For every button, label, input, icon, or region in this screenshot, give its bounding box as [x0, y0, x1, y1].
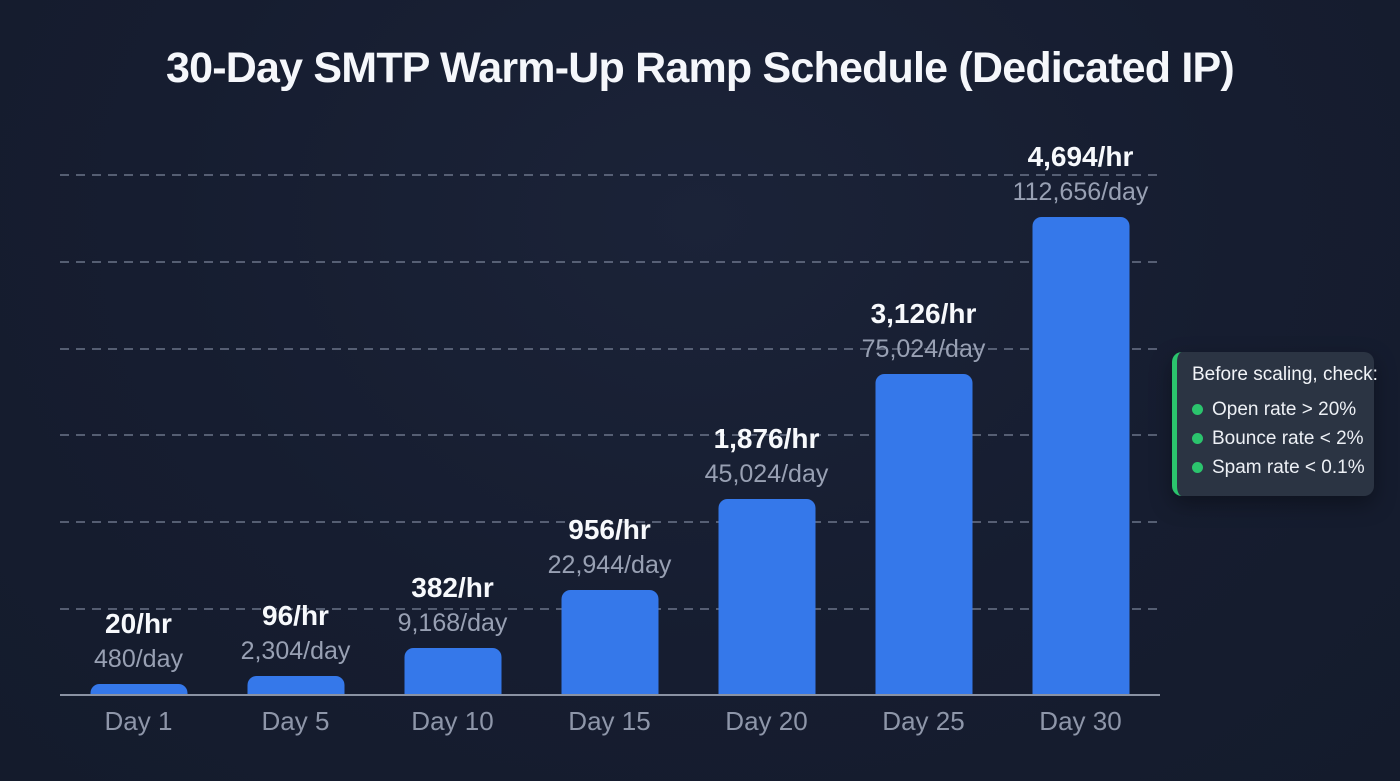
bar-value-per-day: 9,168/day [397, 609, 508, 637]
bullet-dot-icon [1192, 433, 1203, 444]
bar-value-per-day: 2,304/day [240, 637, 351, 665]
bar [875, 374, 972, 694]
bar-value-per-day: 45,024/day [704, 460, 829, 488]
bar-value-per-day: 112,656/day [1012, 178, 1149, 206]
x-axis-tick-label: Day 5 [261, 706, 330, 736]
bar-value-per-day: 22,944/day [547, 551, 672, 579]
callout-item-label: Spam rate < 0.1% [1212, 456, 1365, 478]
gridline [60, 174, 1160, 176]
bar [718, 499, 815, 694]
x-axis-tick-label: Day 25 [882, 706, 965, 736]
bar-value-per-hour: 382/hr [411, 572, 494, 603]
bar-group: 112,656/day 4,694/hr [1002, 141, 1159, 694]
callout-item: Spam rate < 0.1% [1192, 453, 1365, 482]
callout-item: Open rate > 20% [1192, 395, 1360, 424]
gridline [60, 521, 1160, 523]
gridline [60, 434, 1160, 436]
bar [404, 648, 501, 694]
bar-group: 22,944/day 956/hr [531, 174, 688, 694]
x-axis-tick-label: Day 10 [411, 706, 494, 736]
bar [561, 590, 658, 694]
callout-item: Bounce rate < 2% [1192, 424, 1364, 453]
bar [1032, 217, 1129, 694]
x-axis-tick-label: Day 1 [104, 706, 173, 736]
bar-value-per-hour: 956/hr [568, 514, 651, 545]
bar-group: 480/day 20/hr [60, 174, 217, 694]
bar-value-per-hour: 3,126/hr [870, 298, 977, 329]
bar [247, 676, 344, 694]
callout-item-label: Bounce rate < 2% [1212, 427, 1364, 449]
chart-title: 30-Day SMTP Warm-Up Ramp Schedule (Dedic… [166, 44, 1235, 92]
gridline [60, 348, 1160, 350]
plot-area: 480/day 20/hr 2,304/day 96/hr 9,168/day 382/h… [60, 141, 1160, 696]
bar-value-per-day: 75,024/day [861, 335, 986, 363]
bar-group: 75,024/day 3,126/hr [845, 174, 1002, 694]
callout-title: Before scaling, check: [1192, 364, 1378, 385]
bar-value-per-hour: 4,694/hr [1027, 141, 1134, 172]
x-axis-tick-label: Day 30 [1039, 706, 1122, 736]
x-axis-tick-label: Day 15 [568, 706, 651, 736]
bar-value-per-hour: 96/hr [262, 600, 329, 631]
bar-value-per-hour: 1,876/hr [713, 423, 820, 454]
gridline [60, 261, 1160, 263]
bar-group: 45,024/day 1,876/hr [688, 174, 845, 694]
x-axis-tick-label: Day 20 [725, 706, 808, 736]
bar [90, 684, 187, 694]
x-axis-labels: Day 1 Day 5 Day 10 Day 15 Day 20 Day 25 Day 30 [60, 706, 1160, 742]
checklist-callout: Before scaling, check: Open rate > 20% Bo… [1172, 352, 1378, 496]
bar-group: 9,168/day 382/hr [374, 174, 531, 694]
bullet-dot-icon [1192, 462, 1203, 473]
bar-group: 2,304/day 96/hr [217, 174, 374, 694]
bar-value-per-day: 480/day [94, 645, 183, 673]
bullet-dot-icon [1192, 404, 1203, 415]
callout-item-label: Open rate > 20% [1212, 398, 1357, 420]
bar-value-per-hour: 20/hr [105, 608, 172, 639]
